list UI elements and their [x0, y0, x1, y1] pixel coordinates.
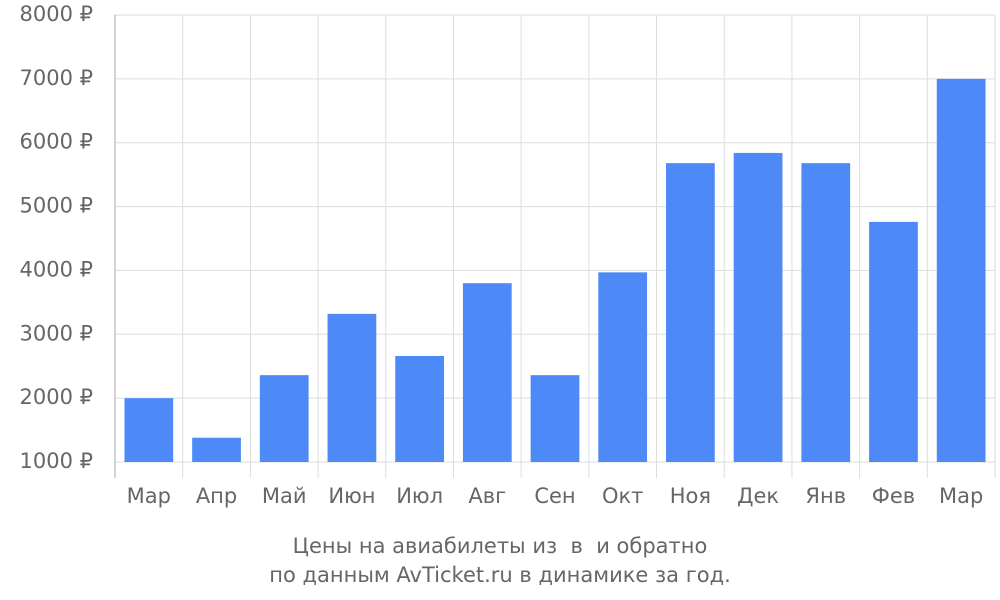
- bar: [259, 375, 309, 462]
- x-tick-label: Сен: [534, 484, 575, 508]
- y-tick-label: 7000 ₽: [20, 66, 93, 90]
- bar: [124, 398, 174, 462]
- y-tick-label: 6000 ₽: [20, 130, 93, 154]
- x-tick-label: Дек: [737, 484, 779, 508]
- bar: [327, 313, 377, 462]
- y-tick-label: 4000 ₽: [20, 257, 93, 281]
- x-tick-label: Мар: [127, 484, 171, 508]
- x-tick-label: Янв: [805, 484, 846, 508]
- bar: [936, 78, 986, 462]
- x-tick-label: Фев: [872, 484, 915, 508]
- x-tick-label: Апр: [196, 484, 237, 508]
- bar: [462, 283, 512, 462]
- bar: [869, 221, 918, 462]
- x-tick-label: Авг: [468, 484, 506, 508]
- bar: [666, 163, 715, 463]
- y-tick-label: 2000 ₽: [20, 385, 93, 409]
- y-tick-label: 1000 ₽: [20, 449, 93, 473]
- bar: [395, 355, 444, 462]
- x-tick-label: Мар: [939, 484, 983, 508]
- x-tick-label: Окт: [602, 484, 643, 508]
- bar: [598, 272, 648, 462]
- bar: [733, 152, 783, 462]
- x-tick-label: Июл: [396, 484, 443, 508]
- y-tick-label: 5000 ₽: [20, 194, 93, 218]
- x-tick-label: Май: [262, 484, 307, 508]
- chart-subtitle: по данным AvTicket.ru в динамике за год.: [269, 563, 731, 587]
- chart-title: Цены на авиабилеты из в и обратно: [293, 534, 708, 558]
- bar: [801, 163, 851, 463]
- bar: [530, 375, 580, 462]
- bar: [192, 437, 241, 462]
- y-tick-label: 3000 ₽: [20, 321, 93, 345]
- x-tick-label: Ноя: [670, 484, 711, 508]
- y-tick-label: 8000 ₽: [20, 2, 93, 26]
- x-tick-label: Июн: [328, 484, 375, 508]
